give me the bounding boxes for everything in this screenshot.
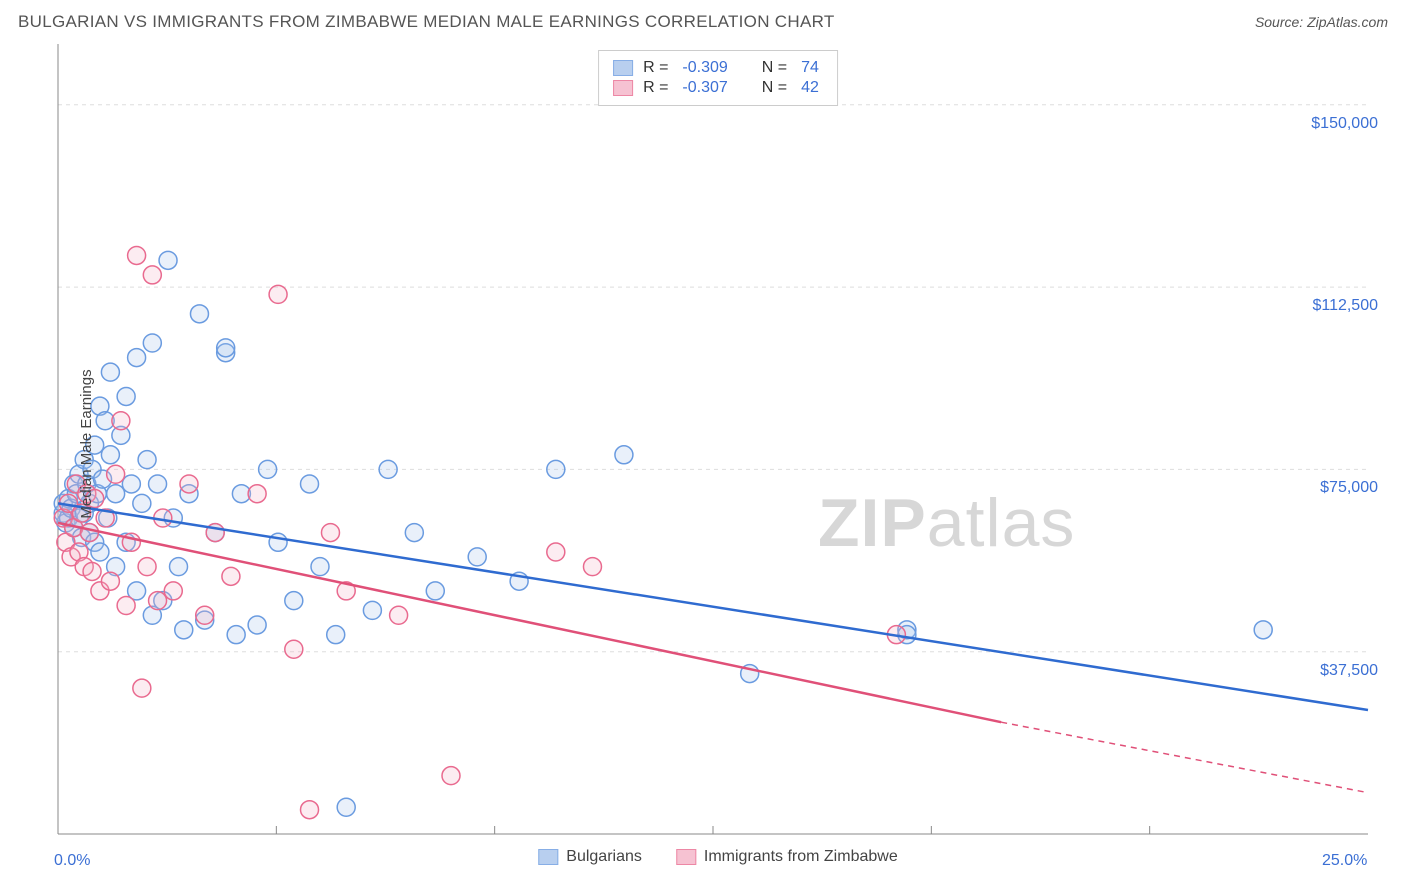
source-attribution: Source: ZipAtlas.com [1255,14,1388,30]
legend-stats-row: R = -0.309 N = 74 [613,59,823,77]
header: BULGARIAN VS IMMIGRANTS FROM ZIMBABWE ME… [0,0,1406,38]
y-tick-label: $75,000 [1288,479,1378,497]
legend-series-item: Bulgarians [538,848,642,866]
source-prefix: Source: [1255,14,1307,30]
y-axis-label: Median Male Earnings [78,369,95,518]
legend-swatch [613,60,633,76]
legend-r-value: -0.309 [682,59,727,77]
legend-series-name: Immigrants from Zimbabwe [704,848,898,866]
y-tick-label: $150,000 [1288,115,1378,133]
legend-r-label: R = [643,59,668,77]
legend-stats: R = -0.309 N = 74 R = -0.307 N = 42 [598,50,838,106]
legend-n-label: N = [762,79,787,97]
chart-title: BULGARIAN VS IMMIGRANTS FROM ZIMBABWE ME… [18,12,835,32]
legend-stats-row: R = -0.307 N = 42 [613,79,823,97]
legend-swatch [676,849,696,865]
legend-swatch [613,80,633,96]
legend-series: Bulgarians Immigrants from Zimbabwe [538,848,897,866]
source-name: ZipAtlas.com [1307,14,1388,30]
y-tick-label: $112,500 [1288,297,1378,315]
legend-n-label: N = [762,59,787,77]
legend-swatch [538,849,558,865]
legend-n-value: 42 [801,79,819,97]
x-tick-label: 0.0% [54,852,90,870]
x-tick-label: 25.0% [1322,852,1367,870]
legend-series-item: Immigrants from Zimbabwe [676,848,898,866]
legend-n-value: 74 [801,59,819,77]
plot-area: Median Male Earnings ZIPatlas R =-0.309N… [48,44,1388,844]
chart-svg [48,44,1388,844]
legend-r-value: -0.307 [682,79,727,97]
legend-series-name: Bulgarians [566,848,642,866]
y-tick-label: $37,500 [1288,662,1378,680]
legend-r-label: R = [643,79,668,97]
